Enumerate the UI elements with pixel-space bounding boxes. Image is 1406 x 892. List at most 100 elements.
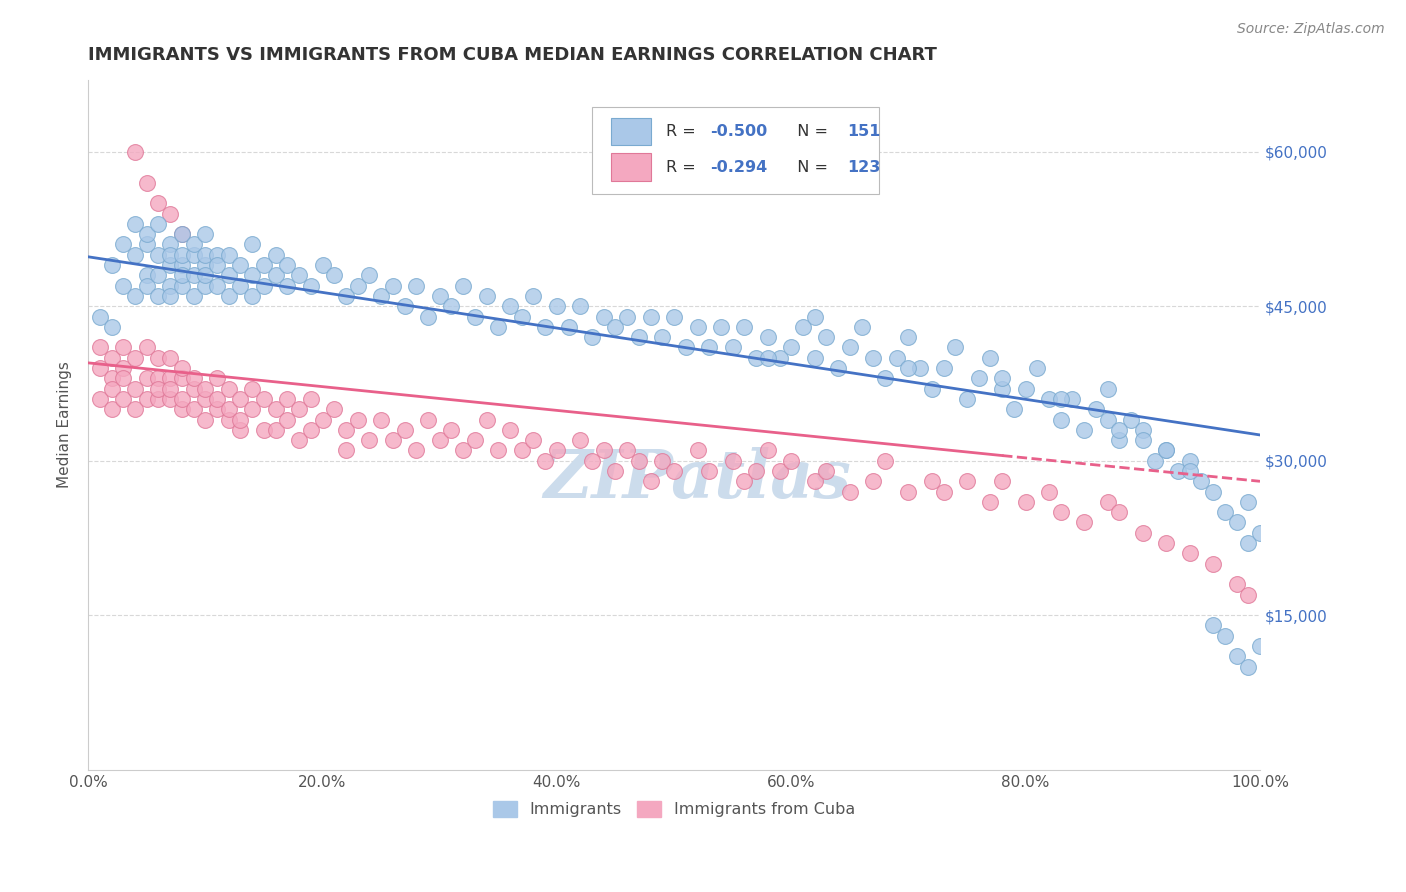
Point xyxy=(522,433,544,447)
Point xyxy=(886,351,908,365)
Point xyxy=(1249,639,1271,653)
Point xyxy=(956,475,979,489)
Point xyxy=(1084,402,1107,417)
Point xyxy=(1097,382,1119,396)
Point xyxy=(1178,453,1201,467)
Point xyxy=(124,145,146,159)
Point xyxy=(112,278,135,293)
Point xyxy=(311,412,333,426)
Point xyxy=(1167,464,1189,478)
Point xyxy=(710,319,733,334)
Point xyxy=(100,258,122,272)
Point xyxy=(124,289,146,303)
Point xyxy=(897,330,920,344)
Point xyxy=(335,443,357,458)
Point xyxy=(323,268,346,283)
Point xyxy=(148,371,170,385)
Point xyxy=(288,268,311,283)
Point xyxy=(627,330,650,344)
Point xyxy=(240,402,263,417)
Point xyxy=(183,248,205,262)
Point xyxy=(323,402,346,417)
Point xyxy=(264,248,287,262)
Text: R =: R = xyxy=(666,124,700,139)
Point xyxy=(218,412,240,426)
Point xyxy=(464,310,486,324)
Point xyxy=(581,330,603,344)
Point xyxy=(218,248,240,262)
FancyBboxPatch shape xyxy=(610,118,651,145)
Point xyxy=(1119,412,1142,426)
Point xyxy=(780,340,803,354)
Point xyxy=(276,412,298,426)
Point xyxy=(1073,423,1095,437)
Point xyxy=(205,392,228,406)
Point xyxy=(135,237,157,252)
Point xyxy=(194,227,217,241)
Point xyxy=(921,382,943,396)
Text: IMMIGRANTS VS IMMIGRANTS FROM CUBA MEDIAN EARNINGS CORRELATION CHART: IMMIGRANTS VS IMMIGRANTS FROM CUBA MEDIA… xyxy=(89,46,936,64)
Point xyxy=(991,475,1014,489)
Point xyxy=(100,319,122,334)
Point xyxy=(475,289,498,303)
Point xyxy=(276,278,298,293)
Point xyxy=(218,268,240,283)
Point xyxy=(240,289,263,303)
Point xyxy=(1202,618,1225,632)
Point xyxy=(89,340,111,354)
Point xyxy=(170,227,193,241)
Point xyxy=(780,453,803,467)
Text: N =: N = xyxy=(786,124,832,139)
Point xyxy=(370,289,392,303)
Point xyxy=(451,443,474,458)
Point xyxy=(253,258,276,272)
Point xyxy=(135,227,157,241)
Point xyxy=(721,453,744,467)
Point xyxy=(148,248,170,262)
Point xyxy=(522,289,544,303)
Point xyxy=(253,423,276,437)
Point xyxy=(756,351,779,365)
Point xyxy=(89,361,111,376)
Point xyxy=(240,268,263,283)
Point xyxy=(170,258,193,272)
Text: -0.500: -0.500 xyxy=(710,124,768,139)
Point xyxy=(253,278,276,293)
Point xyxy=(159,289,181,303)
Point xyxy=(745,464,768,478)
Point xyxy=(1213,629,1236,643)
Point xyxy=(240,237,263,252)
Point xyxy=(803,475,825,489)
Point xyxy=(616,310,638,324)
Point xyxy=(1213,505,1236,519)
Point xyxy=(605,464,627,478)
Point xyxy=(135,371,157,385)
Point xyxy=(170,268,193,283)
Point xyxy=(183,371,205,385)
Point xyxy=(510,443,533,458)
Point xyxy=(897,484,920,499)
Point xyxy=(218,382,240,396)
Point xyxy=(1049,412,1071,426)
Point xyxy=(159,371,181,385)
Point xyxy=(205,402,228,417)
Point xyxy=(124,402,146,417)
Text: -0.294: -0.294 xyxy=(710,160,768,175)
Point xyxy=(815,464,838,478)
Point xyxy=(792,319,814,334)
Point xyxy=(1132,433,1154,447)
Point xyxy=(170,248,193,262)
Point xyxy=(229,412,252,426)
Point xyxy=(183,402,205,417)
Point xyxy=(510,310,533,324)
Point xyxy=(627,453,650,467)
Point xyxy=(183,289,205,303)
Point xyxy=(218,402,240,417)
Point xyxy=(148,392,170,406)
Point xyxy=(288,433,311,447)
Point xyxy=(932,484,955,499)
Point xyxy=(159,258,181,272)
Point xyxy=(89,310,111,324)
Point xyxy=(1178,464,1201,478)
Point xyxy=(159,248,181,262)
